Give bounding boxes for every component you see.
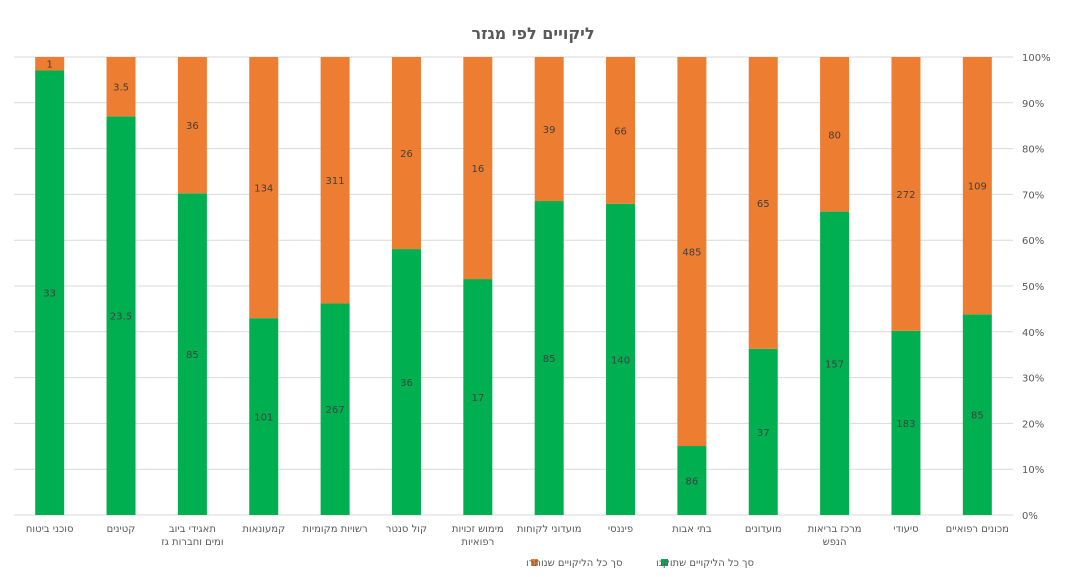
bar-remaining [962,57,992,315]
bar-fixed [891,330,921,515]
bar-fixed [35,70,65,516]
bar-remaining [677,57,707,447]
legend: סך כל הליקויים שנותרו סך כל הליקויים שתוק… [526,558,754,569]
data-label-remaining: 1 [46,60,52,71]
data-label-fixed: 33 [43,289,56,300]
category-label: קמעונאות [242,524,285,535]
data-label-remaining: 272 [896,190,915,201]
category-label: רשויות מקומיות [303,524,368,535]
category-label: מכונים רפואיים [946,524,1009,535]
data-labels: 33 1 23.5 3.5 85 36 101 134 267 311 36 26 17 16 85 39 14… [43,60,987,488]
bar-fixed [106,116,136,516]
category-label: סוכני ביטוח [26,524,74,535]
y-tick-label: 80% [1022,145,1044,156]
y-tick-label: 30% [1022,374,1044,385]
data-label-remaining: 66 [614,126,627,137]
y-tick-label: 100% [1022,53,1051,64]
bar-remaining [320,57,350,304]
bar-fixed [177,193,207,515]
bar-fixed [606,203,636,516]
data-label-fixed: 183 [896,419,915,430]
data-label-fixed: 23.5 [110,312,132,323]
data-label-remaining: 16 [471,164,484,175]
y-tick-label: 0% [1022,511,1038,522]
y-tick-label: 20% [1022,419,1044,430]
bar-remaining [177,57,207,194]
category-label: מועדוני לקוחות [517,524,582,535]
bar-remaining [891,57,921,331]
category-labels: סוכני ביטוח קטינים תאגידי ביוב ומים וחברות … [26,524,1009,548]
data-label-fixed: 85 [971,411,984,422]
bar-fixed [534,201,564,515]
bar-fixed [677,446,707,515]
category-label: בתי אבות [672,524,712,535]
legend-swatch-fixed [661,559,668,566]
y-tick-label: 90% [1022,99,1044,110]
category-label: קטינים [107,524,136,535]
data-label-remaining: 65 [757,199,770,210]
data-label-fixed: 267 [326,405,345,416]
bar-fixed [249,318,279,515]
bar-fixed [820,211,850,515]
bar-remaining [606,57,636,204]
category-label: מועדונים [745,524,782,535]
data-label-remaining: 485 [682,248,701,259]
data-label-fixed: 85 [543,354,556,365]
data-label-remaining: 109 [968,182,987,193]
data-label-remaining: 134 [254,184,273,195]
y-tick-label: 70% [1022,190,1044,201]
legend-label-fixed: סך כל הליקויים שתוקנו [656,558,754,569]
data-label-fixed: 85 [186,350,199,361]
data-label-fixed: 86 [686,477,699,488]
bar-fixed [962,314,992,515]
data-label-fixed: 101 [254,413,273,424]
bar-remaining [820,57,850,212]
data-label-fixed: 157 [825,359,844,370]
legend-label-remaining: סך כל הליקויים שנותרו [526,558,623,569]
y-tick-label: 50% [1022,282,1044,293]
gridlines [14,56,1013,516]
data-label-fixed: 17 [471,393,484,404]
data-label-remaining: 3.5 [113,83,129,94]
bar-fixed [463,279,493,515]
bar-remaining [391,57,421,250]
category-label: מימוש זכויות רפואיות [452,524,504,548]
data-label-remaining: 26 [400,149,413,160]
category-label: תאגידי ביוב ומים וחברות גז [161,524,223,548]
category-label: פיננסי [608,524,633,535]
y-axis-ticks: 0% 10% 20% 30% 40% 50% 60% 70% 80% 90% 100% [1022,53,1051,522]
y-tick-label: 60% [1022,236,1044,247]
bar-remaining [35,57,65,71]
y-tick-label: 10% [1022,465,1044,476]
data-label-remaining: 311 [326,176,345,187]
legend-swatch-remaining [531,559,538,566]
bar-remaining [463,57,493,280]
category-label: מרכז בריאות הנפש [808,524,862,548]
data-label-remaining: 39 [543,125,556,136]
data-label-remaining: 36 [186,121,199,132]
data-label-remaining: 80 [828,130,841,141]
bar-remaining [106,57,136,117]
bar-remaining [249,57,279,319]
data-label-fixed: 140 [611,355,630,366]
bar-fixed [748,348,778,515]
bar-fixed [320,303,350,515]
bars [35,57,992,516]
bar-remaining [748,57,778,349]
y-tick-label: 40% [1022,328,1044,339]
bar-remaining [534,57,564,202]
data-label-fixed: 36 [400,378,413,389]
data-label-fixed: 37 [757,428,770,439]
chart-title: ליקויים לפי מגזר [471,24,594,43]
bar-fixed [391,249,421,515]
category-label: סיעודי [893,524,918,535]
category-label: קול סנטר [386,524,427,535]
